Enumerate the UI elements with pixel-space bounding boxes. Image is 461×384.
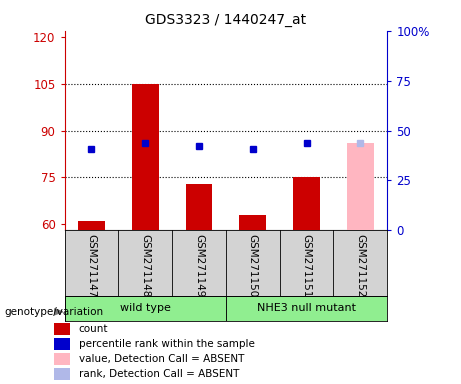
Text: rank, Detection Call = ABSENT: rank, Detection Call = ABSENT (78, 369, 239, 379)
Bar (78, 221, 105, 230)
Bar (239, 215, 266, 230)
Text: GSM271148: GSM271148 (140, 233, 150, 297)
Bar (54, 323, 71, 335)
Bar (226, 296, 387, 321)
Bar (293, 177, 320, 230)
Text: GSM271149: GSM271149 (194, 233, 204, 297)
Bar (54, 338, 71, 350)
Bar (185, 184, 213, 230)
Bar (347, 143, 374, 230)
Bar (65, 296, 226, 321)
Title: GDS3323 / 1440247_at: GDS3323 / 1440247_at (145, 13, 307, 27)
Bar (54, 353, 71, 365)
Text: genotype/variation: genotype/variation (5, 307, 104, 317)
Polygon shape (54, 309, 63, 315)
Text: percentile rank within the sample: percentile rank within the sample (78, 339, 254, 349)
Text: count: count (78, 324, 108, 334)
Text: wild type: wild type (120, 303, 171, 313)
Text: value, Detection Call = ABSENT: value, Detection Call = ABSENT (78, 354, 244, 364)
Bar (54, 368, 71, 380)
Text: GSM271150: GSM271150 (248, 233, 258, 297)
Text: GSM271147: GSM271147 (86, 233, 96, 297)
Bar (132, 84, 159, 230)
Text: GSM271151: GSM271151 (301, 233, 312, 297)
Text: GSM271152: GSM271152 (355, 233, 366, 297)
Text: NHE3 null mutant: NHE3 null mutant (257, 303, 356, 313)
